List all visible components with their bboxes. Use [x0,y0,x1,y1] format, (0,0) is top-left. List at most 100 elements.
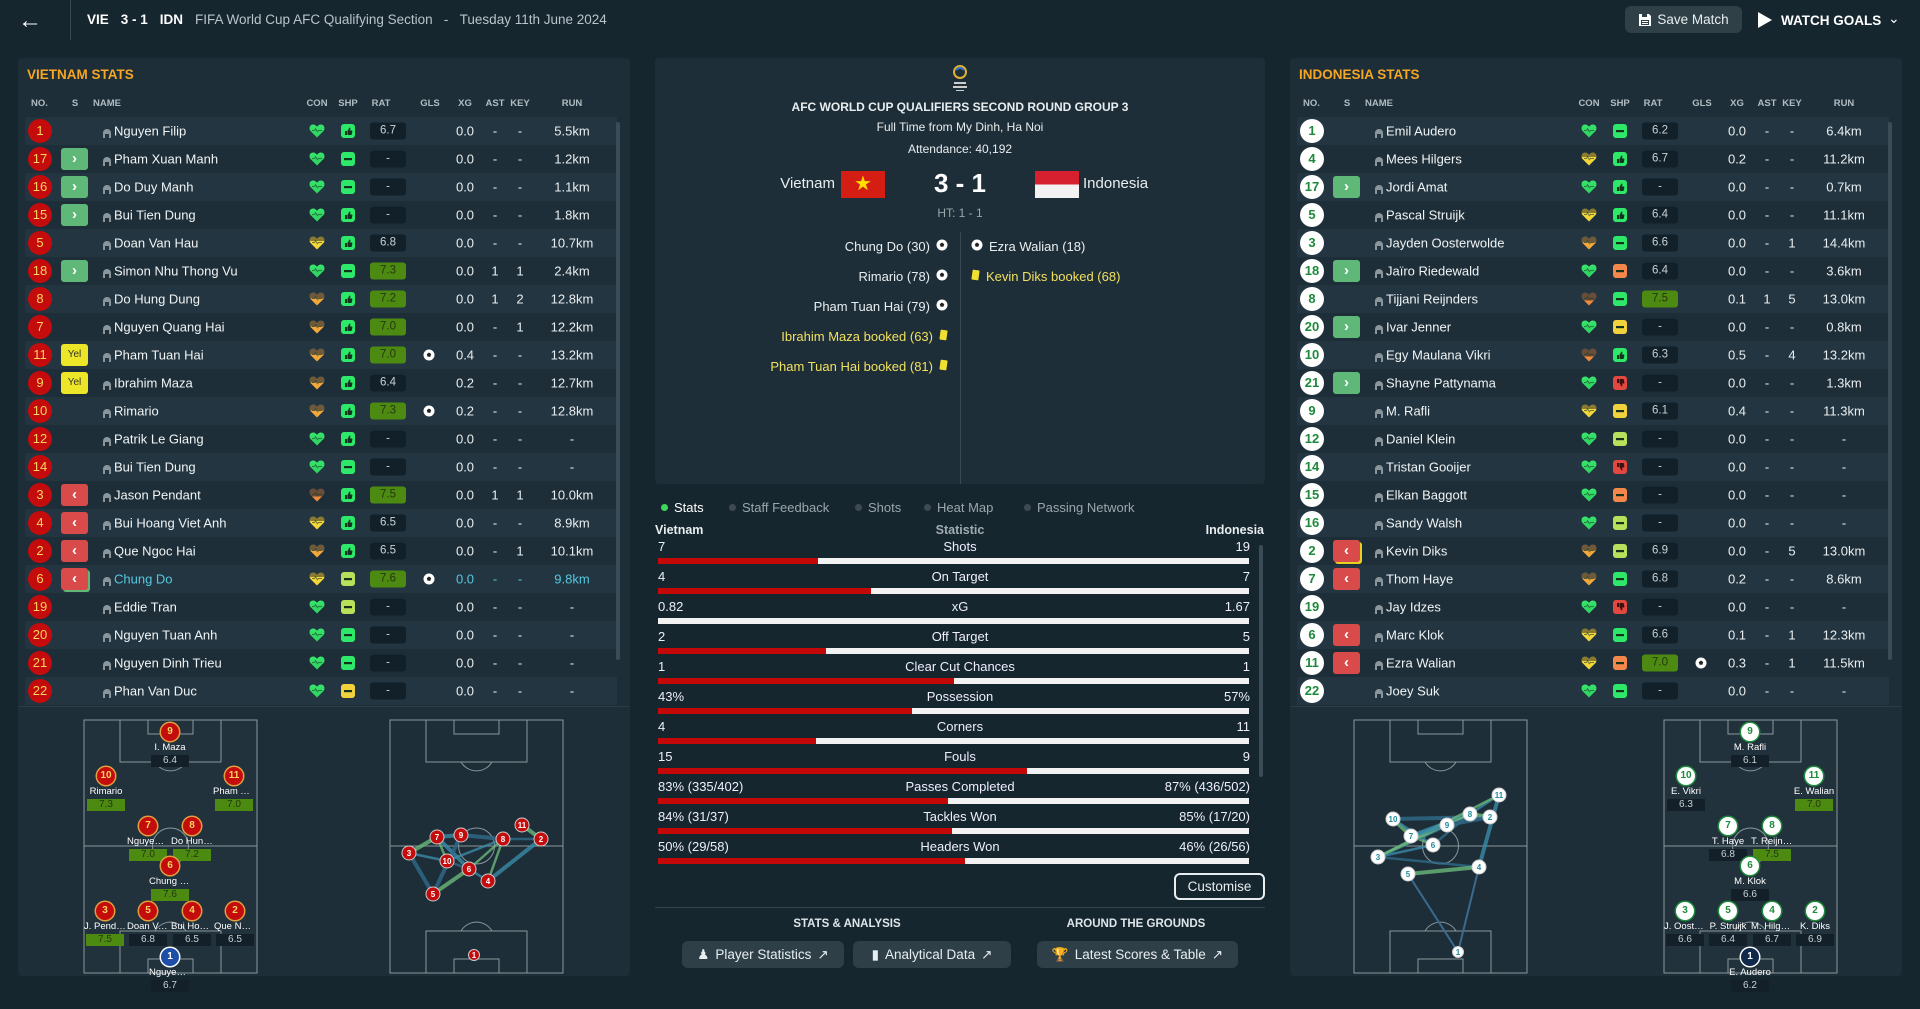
player-row[interactable]: 2 ‹ Kevin Diks 6.9 0.0 - 5 13.0km [1297,537,1889,565]
player-name[interactable]: Bui Hoang Viet Anh [114,515,227,531]
player-row[interactable]: 14 Tristan Gooijer - 0.0 - - - [1297,453,1889,481]
formation-player[interactable]: 8T. Reijnders 7.5 [1751,817,1793,861]
player-name[interactable]: Que Ngoc Hai [114,543,196,559]
column-header[interactable]: RUN [561,98,583,109]
save-match-button[interactable]: Save Match [1625,6,1742,33]
player-row[interactable]: 5 Doan Van Hau 6.8 0.0 - - 10.7km [25,229,617,257]
column-header[interactable]: SHP [338,98,358,109]
formation-player[interactable]: 10 E. Vikri 6.3 [1665,767,1707,811]
player-row[interactable]: 12 Daniel Klein - 0.0 - - - [1297,425,1889,453]
player-name[interactable]: Nguyen Dinh Trieu [114,655,222,671]
player-name[interactable]: Jordi Amat [1386,179,1448,195]
player-name[interactable]: M. Rafli [1386,403,1431,419]
player-row[interactable]: 9 Yel Ibrahim Maza 6.4 0.2 - - 12.7km [25,369,617,397]
column-header[interactable]: KEY [1782,98,1802,109]
player-row[interactable]: 10 Rimario 7.3 0.2 - - 12.8km [25,397,617,425]
player-name[interactable]: Doan Van Hau [114,235,199,251]
tab-shots[interactable]: Shots [855,500,901,515]
player-name[interactable]: Tristan Gooijer [1386,459,1471,475]
formation-player[interactable]: 2 K. Diks 6.9 [1794,902,1836,946]
player-row[interactable]: 21 › Shayne Pattynama - 0.0 - - 1.3km [1297,369,1889,397]
player-row[interactable]: 22 Joey Suk - 0.0 - - - [1297,677,1889,705]
player-name[interactable]: Ibrahim Maza [114,375,193,391]
watch-goals-button[interactable]: WATCH GOALS [1757,8,1881,32]
formation-player[interactable]: 1 E. Audero 6.2 [1729,948,1771,992]
player-row[interactable]: 6 ‹ Marc Klok 6.6 0.1 - 1 12.3km [1297,621,1889,649]
player-row[interactable]: 16 Sandy Walsh - 0.0 - - - [1297,509,1889,537]
column-header[interactable]: RUN [1833,98,1855,109]
tab-stats[interactable]: Stats [661,500,704,515]
player-row[interactable]: 5 Pascal Struijk 6.4 0.0 - - 11.1km [1297,201,1889,229]
column-header[interactable]: NO. [1303,98,1320,109]
player-row[interactable]: 7 Nguyen Quang Hai 7.0 0.0 - 1 12.2km [25,313,617,341]
player-name[interactable]: Bui Tien Dung [114,207,196,223]
player-row[interactable]: 17 › Pham Xuan Manh - 0.0 - - 1.2km [25,145,617,173]
stats-scrollbar[interactable] [1259,545,1263,777]
column-header[interactable]: NAME [1365,98,1393,109]
player-row[interactable]: 10 Egy Maulana Vikri 6.3 0.5 - 4 13.2km [1297,341,1889,369]
formation-player[interactable]: 9 M. Rafli 6.1 [1729,723,1771,767]
player-name[interactable]: Nguyen Quang Hai [114,319,225,335]
player-row[interactable]: 15 Elkan Baggott - 0.0 - - - [1297,481,1889,509]
formation-player[interactable]: 7 T. Haye 6.8 [1707,817,1749,861]
player-row[interactable]: 16 › Do Duy Manh - 0.0 - - 1.1km [25,173,617,201]
player-name[interactable]: Patrik Le Giang [114,431,204,447]
player-name[interactable]: Pham Xuan Manh [114,151,219,167]
player-name[interactable]: Bui Tien Dung [114,459,196,475]
player-row[interactable]: 3 Jayden Oosterwolde 6.6 0.0 - 1 14.4km [1297,229,1889,257]
player-row[interactable]: 17 › Jordi Amat - 0.0 - - 0.7km [1297,173,1889,201]
player-name[interactable]: Nguyen Filip [114,123,187,139]
column-header[interactable]: AST [1757,98,1777,109]
player-row[interactable]: 4 Mees Hilgers 6.7 0.2 - - 11.2km [1297,145,1889,173]
player-name[interactable]: Emil Audero [1386,123,1457,139]
chevron-down-icon[interactable]: ⌄ [1888,10,1900,26]
scrollbar[interactable] [616,122,620,660]
column-header[interactable]: RAT [371,98,391,109]
player-row[interactable]: 11 ‹ Ezra Walian 7.0 0.3 - 1 11.5km [1297,649,1889,677]
formation-player[interactable]: 9 I. Maza 6.4 [149,723,191,767]
player-row[interactable]: 6 ‹ Chung Do 7.6 0.0 - - 9.8km [25,565,617,593]
player-row[interactable]: 18 › Jaïro Riedewald 6.4 0.0 - - 3.6km [1297,257,1889,285]
player-name[interactable]: Eddie Tran [114,599,177,615]
tab-heat-map[interactable]: Heat Map [924,500,993,515]
formation-player[interactable]: 5 P. Struijk 6.4 [1707,902,1749,946]
column-header[interactable]: CON [1578,98,1600,109]
tab-passing-network[interactable]: Passing Network [1024,500,1135,515]
player-name[interactable]: Pham Tuan Hai [114,347,204,363]
player-name[interactable]: Thom Haye [1386,571,1454,587]
customise-button[interactable]: Customise [1174,873,1265,900]
player-row[interactable]: 20 › Ivar Jenner - 0.0 - - 0.8km [1297,313,1889,341]
player-row[interactable]: 8 Tijjani Reijnders 7.5 0.1 1 5 13.0km [1297,285,1889,313]
player-name[interactable]: Simon Nhu Thong Vu [114,263,238,279]
player-name[interactable]: Ezra Walian [1386,655,1456,671]
player-row[interactable]: 19 Eddie Tran - 0.0 - - - [25,593,617,621]
player-name[interactable]: Jason Pendant [114,487,201,503]
player-name[interactable]: Tijjani Reijnders [1386,291,1478,307]
column-header[interactable]: AST [485,98,505,109]
player-name[interactable]: Jaïro Riedewald [1386,263,1480,279]
formation-player[interactable]: 8Do Hung Dung 7.2 [171,817,213,861]
latest-scores-button[interactable]: 🏆 Latest Scores & Table ↗ [1037,941,1238,968]
player-name[interactable]: Mees Hilgers [1386,151,1462,167]
formation-player[interactable]: 4 M. Hilgers 6.7 [1751,902,1793,946]
player-row[interactable]: 22 Phan Van Duc - 0.0 - - - [25,677,617,705]
player-row[interactable]: 9 M. Rafli 6.1 0.4 - - 11.3km [1297,397,1889,425]
player-name[interactable]: Nguyen Tuan Anh [114,627,218,643]
player-row[interactable]: 20 Nguyen Tuan Anh - 0.0 - - - [25,621,617,649]
formation-player[interactable]: 3J. Oosterwol... 6.6 [1664,902,1706,946]
player-row[interactable]: 1 Emil Audero 6.2 0.0 - - 6.4km [1297,117,1889,145]
player-name[interactable]: Chung Do [114,571,173,587]
column-header[interactable]: NO. [31,98,48,109]
analytical-data-button[interactable]: ▮ Analytical Data ↗ [853,941,1011,968]
column-header[interactable]: XG [1730,98,1744,109]
player-name[interactable]: Rimario [114,403,159,419]
player-row[interactable]: 19 Jay Idzes - 0.0 - - - [1297,593,1889,621]
player-row[interactable]: 12 Patrik Le Giang - 0.0 - - - [25,425,617,453]
player-row[interactable]: 1 Nguyen Filip 6.7 0.0 - - 5.5km [25,117,617,145]
formation-player[interactable]: 10 Rimario 7.3 [85,767,127,811]
player-name[interactable]: Phan Van Duc [114,683,197,699]
column-header[interactable]: NAME [93,98,121,109]
